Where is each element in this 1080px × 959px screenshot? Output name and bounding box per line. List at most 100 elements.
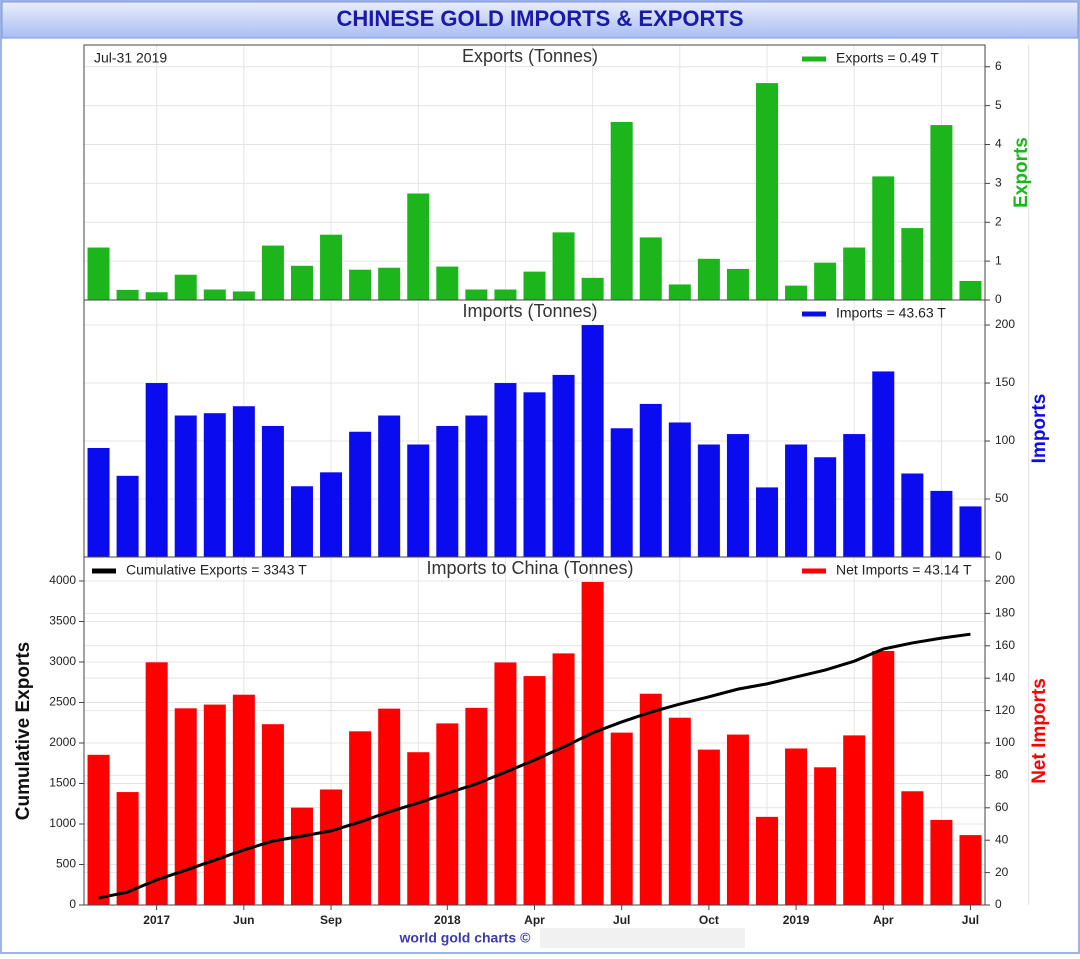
bar [726,434,749,557]
bar [872,176,895,300]
bar [87,247,110,300]
y2-tick-label: 120 [995,703,1015,717]
bar [145,662,168,905]
y2-tick-label: 200 [995,317,1015,331]
bar [261,245,284,300]
bar [436,266,459,300]
bar [116,289,139,300]
y-tick-label: 3000 [49,654,76,668]
panel-title: Exports (Tonnes) [462,46,598,66]
y2-tick-label: 100 [995,735,1015,749]
bar [785,444,808,557]
y2-tick-label: 20 [995,865,1009,879]
bar [523,271,546,300]
bar [697,444,720,557]
bar [959,835,982,905]
y-axis-title: Cumulative Exports [13,642,34,820]
bar [552,232,575,300]
y2-tick-label: 200 [995,573,1015,587]
bar [378,708,401,905]
bar [378,415,401,557]
y2-tick-label: 40 [995,832,1009,846]
bar [407,193,430,300]
bar [610,121,633,300]
bar [639,403,662,557]
y2-tick-label: 50 [995,491,1009,505]
y-tick-label: 2000 [49,735,76,749]
bar [349,731,372,905]
footer: world gold charts © [399,930,532,946]
line [98,632,971,900]
annotation: Jul-31 2019 [94,50,167,66]
y-tick-label: 3500 [49,614,76,628]
bar [668,284,691,300]
bar [901,791,924,905]
bar [901,228,924,300]
bar [145,383,168,557]
bar [232,291,255,300]
y2-tick-label: 4 [995,137,1002,151]
y-tick-label: 1000 [49,816,76,830]
bar [465,415,488,557]
bar [407,752,430,905]
bar [174,708,197,905]
x-tick-label: 2017 [143,913,170,927]
x-tick-label: Jun [233,913,254,927]
bar [668,422,691,557]
x-tick-label: Apr [524,913,545,927]
y2-tick-label: 100 [995,433,1015,447]
header-banner [1,1,1079,39]
y-tick-label: 500 [56,857,76,871]
y2-tick-label: 80 [995,768,1009,782]
bar [959,280,982,300]
y2-tick-label: 2 [995,214,1002,228]
panel-title: Imports to China (Tonnes) [426,558,633,578]
y2-axis-title: Imports [1029,394,1050,464]
bar [843,735,866,905]
bar [145,292,168,300]
x-tick-label: Jul [613,913,630,927]
y2-tick-label: 1 [995,253,1002,267]
bar [581,277,604,300]
bar [261,425,284,557]
bar [494,383,517,557]
bar [290,486,313,557]
bar [87,754,110,905]
bar [581,325,604,557]
footer-box [540,928,745,948]
bar [930,819,953,905]
bar [203,704,226,905]
bar [174,415,197,557]
y2-tick-label: 0 [995,292,1002,306]
y2-axis-title: Exports [1011,137,1032,208]
bar [174,274,197,300]
bar [523,676,546,905]
bar [436,723,459,905]
legend-label: Cumulative Exports = 3343 T [126,562,307,578]
bar [814,457,837,557]
x-tick-label: Oct [699,913,719,927]
bar [756,487,779,557]
bar [639,693,662,905]
bar [756,816,779,905]
bar [930,125,953,300]
bar [465,707,488,905]
bar [465,289,488,300]
page-title: CHINESE GOLD IMPORTS & EXPORTS [336,6,743,31]
bar [232,694,255,905]
bar [814,262,837,300]
bar [697,258,720,300]
bar [203,413,226,557]
bar [639,237,662,300]
y2-tick-label: 5 [995,98,1002,112]
x-tick-label: Apr [873,913,894,927]
bar [378,267,401,300]
legend-label: Exports = 0.49 T [836,50,939,66]
bar [320,234,343,300]
y-tick-label: 4000 [49,573,76,587]
bar [552,653,575,905]
bar [290,807,313,905]
bar [610,732,633,905]
bar [785,285,808,300]
